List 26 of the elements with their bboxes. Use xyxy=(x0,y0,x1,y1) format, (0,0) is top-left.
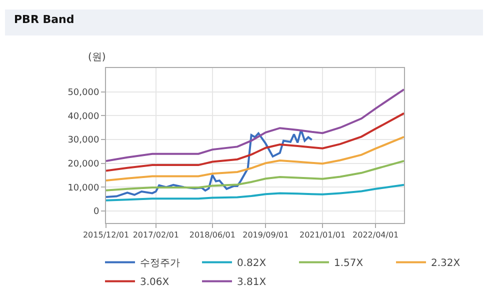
x-tick-label: 2015/12/01 xyxy=(82,230,130,240)
x-tick-label: 2021/01/01 xyxy=(299,230,346,240)
legend-label: 0.82X xyxy=(237,258,266,270)
legend-label: 수정주가 xyxy=(140,258,180,270)
y-tick-label: 10,000 xyxy=(68,183,100,194)
legend-label: 3.81X xyxy=(237,277,266,288)
y-tick-label: 30,000 xyxy=(68,136,100,146)
legend-label: 2.32X xyxy=(431,258,460,270)
y-axis-title: (원) xyxy=(88,52,106,63)
y-tick-label: 0 xyxy=(93,207,100,218)
line-series xyxy=(106,112,404,172)
x-tick-label: 2022/04/01 xyxy=(352,230,399,240)
line-series xyxy=(106,128,313,198)
y-tick-label: 20,000 xyxy=(68,160,100,170)
legend-label: 3.06X xyxy=(140,277,170,288)
line-series xyxy=(106,88,404,162)
chart-title: PBR Band xyxy=(14,12,74,26)
y-tick-label: 50,000 xyxy=(68,88,100,98)
x-tick-label: 2018/06/01 xyxy=(189,230,236,240)
legend-label: 1.57X xyxy=(334,258,364,270)
line-series xyxy=(106,184,404,202)
line-series xyxy=(106,136,404,182)
y-tick-label: 40,000 xyxy=(68,112,100,122)
x-tick-label: 2017/02/01 xyxy=(132,230,179,240)
x-tick-label: 2019/09/01 xyxy=(242,230,289,240)
line-series xyxy=(106,160,404,192)
